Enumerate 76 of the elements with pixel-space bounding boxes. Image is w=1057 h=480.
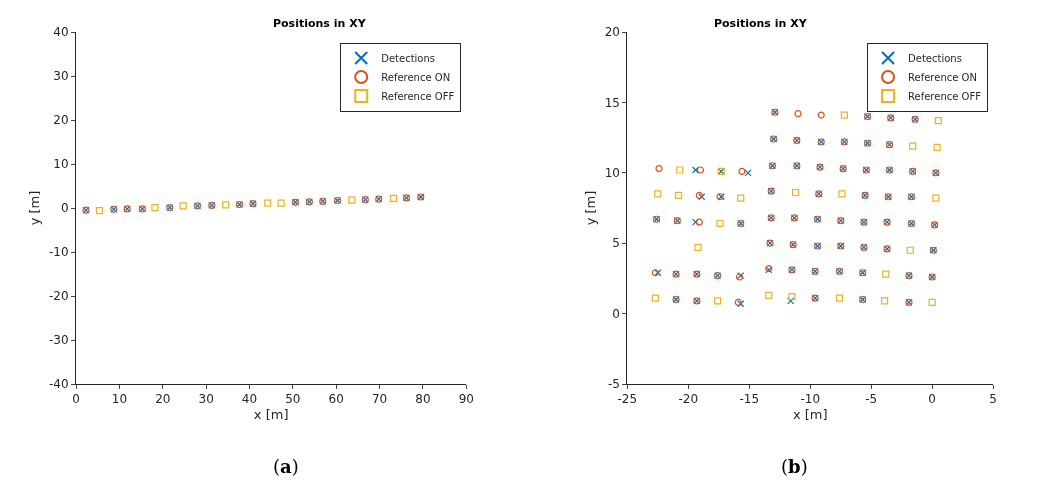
point: [928, 298, 936, 306]
point: [737, 194, 745, 202]
x-axis-title: x [m]: [792, 407, 828, 422]
point: [909, 142, 917, 150]
y-tick-label: 0: [612, 306, 620, 321]
point: [881, 297, 889, 305]
y-tick-label: -30: [49, 333, 69, 348]
x-tick-label: 40: [241, 392, 258, 407]
point: [716, 219, 724, 228]
point: [651, 294, 659, 302]
y-tick-label: -40: [49, 377, 69, 392]
point: [906, 246, 914, 254]
point: [840, 111, 848, 119]
point: [765, 291, 773, 299]
chart-title: Positions in XY: [273, 17, 367, 30]
x-axis-title: x [m]: [253, 407, 289, 422]
y-axis-title: y [m]: [582, 190, 598, 226]
point: [838, 190, 846, 198]
y-tick-label: 0: [61, 201, 69, 216]
point: [932, 194, 940, 202]
y-tick-label: 20: [53, 113, 69, 128]
y-tick-label: 40: [53, 25, 69, 40]
x-tick-label: 20: [155, 392, 171, 407]
point: [95, 207, 104, 215]
x-tick-label: -25: [617, 392, 638, 407]
y-tick-label: -20: [49, 289, 69, 304]
chart-title: Positions in XY: [714, 17, 808, 30]
text: (a): [273, 456, 299, 477]
text: (b): [781, 456, 808, 477]
y-tick-label: 5: [612, 236, 620, 251]
legend-label: Reference OFF: [381, 90, 455, 102]
point: [222, 201, 230, 209]
legend-label: Detections: [381, 52, 436, 64]
legend-label: Detections: [908, 52, 962, 64]
point: [389, 194, 398, 202]
point: [934, 117, 942, 125]
x-tick-label: 0: [928, 392, 936, 407]
y-tick-label: -5: [607, 377, 620, 392]
y-tick-label: 10: [53, 157, 69, 172]
x-tick-label: -20: [678, 392, 699, 407]
y-tick-label: -10: [49, 245, 69, 260]
legend-label: Reference OFF: [908, 90, 982, 102]
y-tick-label: 15: [604, 95, 620, 110]
x-tick-label: 10: [111, 392, 128, 407]
point: [933, 143, 941, 152]
x-tick-label: 50: [285, 392, 301, 407]
point: [151, 203, 159, 212]
point: [264, 199, 272, 207]
y-tick-label: 30: [53, 69, 69, 84]
x-tick-label: -10: [800, 392, 821, 407]
point: [674, 191, 683, 199]
x-tick-label: 5: [989, 392, 997, 407]
legend-label: Reference ON: [908, 71, 977, 83]
point: [788, 293, 796, 301]
point: [654, 190, 662, 198]
point: [835, 294, 844, 302]
x-tick-label: 70: [371, 392, 388, 407]
y-axis-title: y [m]: [26, 190, 42, 226]
point: [792, 188, 800, 197]
point: [348, 196, 356, 204]
legend-label: Reference ON: [381, 71, 451, 83]
point: [713, 297, 722, 305]
x-tick-label: 30: [198, 392, 214, 407]
x-tick-label: 90: [458, 392, 474, 407]
point: [882, 270, 890, 278]
point: [179, 202, 187, 210]
point: [277, 199, 285, 207]
x-tick-label: -5: [865, 392, 878, 407]
y-tick-label: 10: [604, 166, 620, 180]
point: [676, 166, 684, 174]
x-tick-label: 60: [328, 392, 344, 407]
x-tick-label: 80: [415, 392, 431, 407]
x-tick-label: 0: [72, 392, 80, 407]
y-tick-label: 20: [604, 25, 620, 40]
point: [694, 243, 702, 252]
x-tick-label: -15: [739, 392, 760, 407]
